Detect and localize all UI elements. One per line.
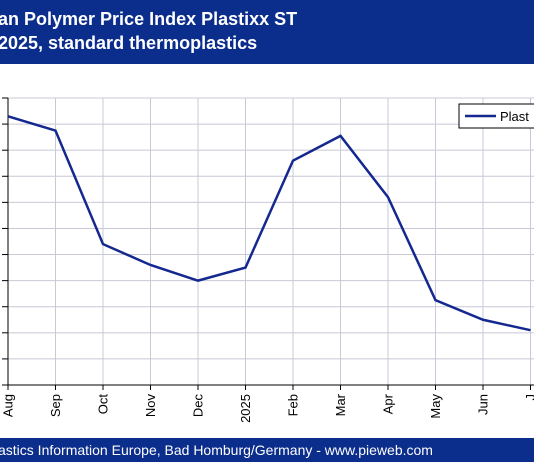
x-tick-label: Nov xyxy=(143,394,158,418)
x-tick-label: J xyxy=(523,394,534,401)
chart-title-line-2: 2025, standard thermoplastics xyxy=(0,33,258,53)
x-tick-label: Jun xyxy=(476,394,491,415)
source-footer: astics Information Europe, Bad Homburg/G… xyxy=(0,438,534,462)
x-tick-label: Dec xyxy=(191,394,206,418)
source-text: astics Information Europe, Bad Homburg/G… xyxy=(0,442,433,458)
chart-title-banner: an Polymer Price Index Plastixx ST 2025,… xyxy=(0,0,534,64)
series-line xyxy=(7,115,531,332)
chart-title-line-1: an Polymer Price Index Plastixx ST xyxy=(0,9,298,29)
x-tick-label: Mar xyxy=(333,393,348,416)
y-axis-ticks xyxy=(2,97,8,386)
x-tick-label: May xyxy=(428,394,443,419)
x-axis-ticks: Aug Sep Oct Nov Dec 2025 Feb Mar Apr May Jun J xyxy=(1,385,534,423)
x-tick-label: 2025 xyxy=(238,394,253,423)
series-lines xyxy=(7,115,531,332)
x-tick-label: Feb xyxy=(286,394,301,416)
x-tick-label: Apr xyxy=(381,393,396,414)
grid-lines xyxy=(8,97,534,385)
legend: Plast xyxy=(458,103,534,129)
x-tick-label: Oct xyxy=(96,394,111,415)
legend-label: Plast xyxy=(500,109,529,124)
x-tick-label: Aug xyxy=(1,394,16,417)
x-tick-label: Sep xyxy=(48,394,63,417)
price-index-line-chart: Aug Sep Oct Nov Dec 2025 Feb Mar Apr May Jun J Plas… xyxy=(1,97,534,423)
